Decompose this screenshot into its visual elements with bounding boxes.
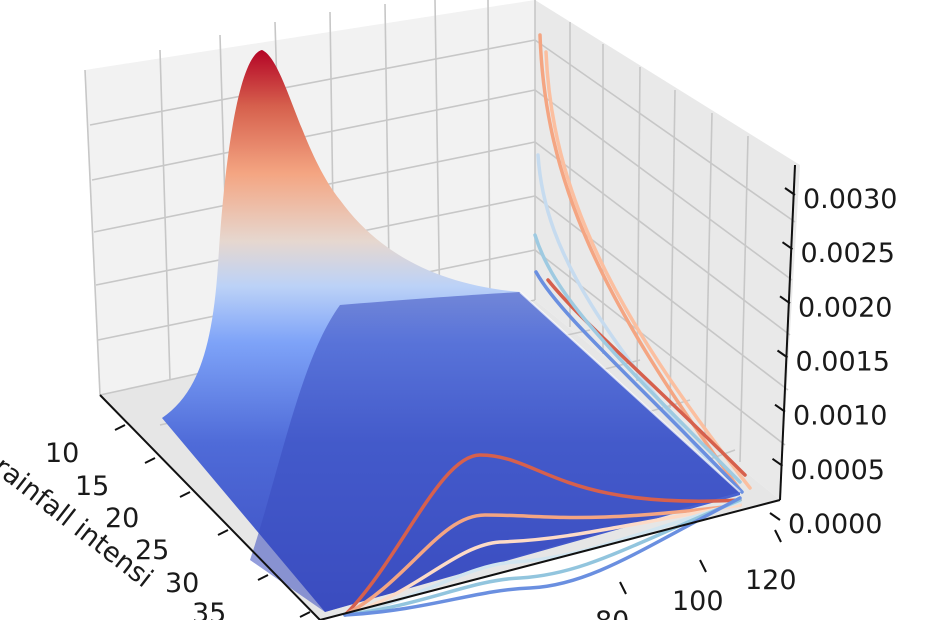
grid-line-left-v [434, 0, 441, 321]
grid-lines [84, 0, 796, 601]
x-axis-line [99, 394, 321, 620]
y-tick-mark [699, 559, 707, 573]
grid-line-left-v [487, 0, 491, 310]
wall-curve [538, 33, 742, 492]
x-tick-mark [179, 491, 191, 498]
x-tick-label: 20 [105, 503, 139, 534]
z-tick-label: 0.0030 [803, 184, 897, 215]
x-tick-mark [217, 529, 229, 536]
surface [162, 50, 741, 612]
x-tick-label: 35 [192, 598, 226, 620]
grid-line-left-v [84, 69, 101, 396]
back-pane-right [535, 0, 800, 500]
grid-line-left-h [91, 89, 536, 181]
floor-curve [343, 503, 742, 617]
y-tick-mark [774, 529, 782, 543]
y-axis-line [319, 499, 781, 620]
z-tick-mark [771, 458, 784, 467]
z-axis-line [779, 164, 796, 501]
z-tick-mark [784, 187, 796, 196]
x-tick-mark [257, 574, 269, 581]
x-tick-mark [144, 457, 156, 464]
x-tick-label: 25 [135, 535, 169, 566]
y-tick-mark [619, 581, 627, 595]
z-tick-mark [776, 349, 789, 359]
wall-projection-curves [533, 33, 752, 497]
grid-line-left-h [89, 39, 536, 126]
z-tick-mark [774, 403, 786, 413]
axes [99, 164, 796, 620]
z-tick-labels: 0.0000 0.0005 0.0010 0.0015 0.0020 0.0025 0.00… [788, 184, 897, 540]
y-tick-label: 80 [595, 606, 629, 620]
z-tick-label: 0.0020 [798, 292, 892, 323]
x-tick-mark [299, 611, 311, 618]
floor-curve [343, 453, 742, 617]
y-tick-label: 120 [745, 565, 797, 596]
grid-line-right-h [534, 39, 796, 223]
y-tick-labels: 80 100 120 [595, 565, 797, 620]
z-tick-label: 0.0000 [788, 509, 882, 540]
z-tick-mark [769, 512, 781, 521]
z-tick-label: 0.0005 [791, 455, 885, 486]
grid-line-right-h [534, 195, 789, 391]
z-tick-label: 0.0025 [801, 238, 895, 269]
wall-curve [546, 278, 747, 477]
z-tick-label: 0.0010 [793, 401, 887, 432]
z-tick-mark [779, 295, 791, 305]
z-tick-label: 0.0015 [796, 347, 890, 378]
y-tick-label: 100 [672, 586, 724, 617]
grid-line-right-v [739, 135, 749, 463]
surface-flat-region [250, 292, 740, 612]
floor-curve [343, 496, 742, 617]
x-tick-mark [114, 424, 126, 431]
surface-edge [519, 291, 741, 493]
wall-curve [533, 233, 742, 484]
grid-line-right-h [534, 141, 791, 336]
wall-curve [534, 270, 744, 494]
x-tick-label: 10 [45, 438, 79, 469]
wall-curve [544, 50, 752, 490]
x-tick-label: 30 [165, 568, 199, 599]
floor-curve [343, 503, 742, 617]
x-tick-label: 15 [75, 471, 109, 502]
grid-line-right-h [534, 89, 793, 281]
z-tick-mark [781, 241, 794, 250]
floor-curve [343, 498, 742, 617]
